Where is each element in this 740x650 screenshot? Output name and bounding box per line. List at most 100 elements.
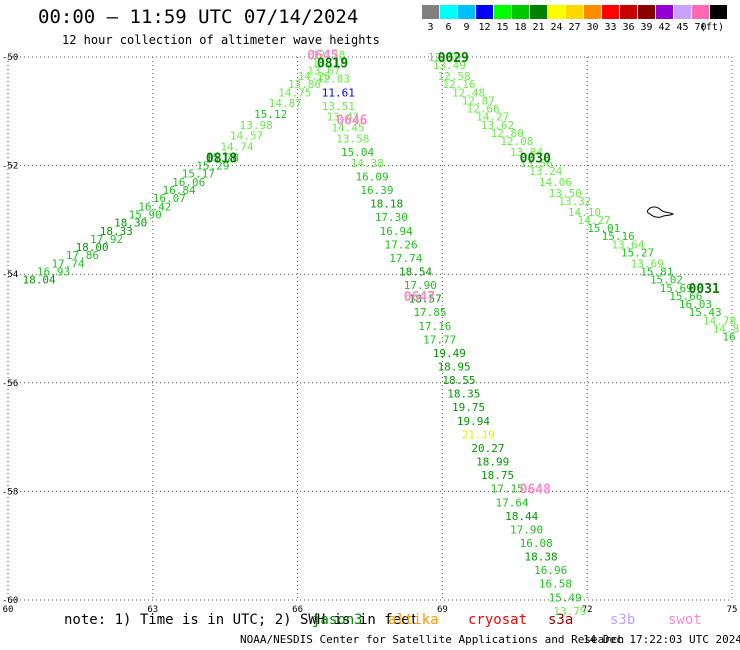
wave-height-label-track1: 13.79 bbox=[553, 605, 586, 618]
y-tick-label: -56 bbox=[2, 379, 18, 389]
satellite-legend-item: s3b bbox=[610, 612, 636, 628]
colorbar-label: 30 bbox=[586, 22, 599, 33]
colorbar-swatch bbox=[584, 5, 601, 19]
wave-height-label-track2: 12.16 bbox=[442, 78, 475, 91]
wave-height-label-track2: 12.08 bbox=[500, 135, 533, 148]
y-tick-label: -52 bbox=[2, 162, 18, 172]
x-tick-label: 60 bbox=[3, 605, 14, 615]
generated-timestamp: 14 Dec 17:22:03 UTC 2024 bbox=[583, 633, 740, 646]
wave-height-label-track2: 14.27 bbox=[476, 111, 509, 124]
wave-height-label-track2: 15.16 bbox=[602, 230, 635, 243]
wave-height-label-track2: 14.27 bbox=[578, 214, 611, 227]
wave-height-label-track1: 17.90 bbox=[510, 523, 543, 536]
wave-height-label-track2: 16.03 bbox=[679, 298, 712, 311]
wave-height-label-track1: 18.33 bbox=[100, 225, 133, 238]
colorbar-swatch bbox=[674, 5, 691, 19]
wave-height-label-track2: 16 bbox=[722, 331, 735, 344]
pass-time-label: 0818 bbox=[206, 151, 237, 166]
wave-height-label-track1: 18.38 bbox=[524, 551, 557, 564]
wave-height-label-track2: 13.24 bbox=[529, 165, 562, 178]
wave-height-label-track1: 17.92 bbox=[90, 233, 123, 246]
wave-height-label-track1: 14.57 bbox=[230, 130, 263, 143]
wave-height-label-track1: 16.42 bbox=[138, 200, 171, 213]
wave-height-label-track2: 15.69 bbox=[660, 282, 693, 295]
wave-height-label-track1: 17.85 bbox=[413, 306, 446, 319]
wave-height-label-track2: 14.10 bbox=[568, 206, 601, 219]
wave-height-label-track1: 15.29 bbox=[196, 160, 229, 173]
colorbar-label: 15 bbox=[496, 22, 509, 33]
wave-height-label-track1: 18.44 bbox=[505, 510, 538, 523]
wave-height-label-track2: 12.58 bbox=[438, 70, 471, 83]
wave-height-label-track1: 12.28 bbox=[312, 48, 345, 61]
wave-height-label-track1: 19.49 bbox=[433, 347, 466, 360]
y-tick-label: -50 bbox=[2, 53, 18, 63]
wave-height-label-track1: 19.75 bbox=[452, 401, 485, 414]
pass-time-label: 0648 bbox=[520, 483, 551, 498]
wave-height-label-track2: 15.01 bbox=[587, 222, 620, 235]
colorbar-label: 36 bbox=[622, 22, 635, 33]
wave-height-label-track1: 19.94 bbox=[457, 415, 490, 428]
colorbar-label: 39 bbox=[640, 22, 653, 33]
wave-height-label-track1: 13.41 bbox=[327, 111, 360, 124]
wave-height-label-track1: 20.27 bbox=[471, 442, 504, 455]
colorbar-label: 45 bbox=[676, 22, 689, 33]
wave-height-label-track1: 13.86 bbox=[288, 78, 321, 91]
wave-height-label-track1: 14.74 bbox=[220, 141, 253, 154]
colorbar-label: 70 bbox=[694, 22, 707, 33]
pass-time-label: 0819 bbox=[317, 56, 348, 71]
chart-subtitle: 12 hour collection of altimeter wave hei… bbox=[62, 33, 380, 47]
chart-title: 00:00 – 11:59 UTC 07/14/2024 bbox=[38, 6, 359, 28]
wave-height-label-track1: 17.77 bbox=[423, 333, 456, 346]
wave-height-label-track1: 17.90 bbox=[404, 279, 437, 292]
colorbar-swatch bbox=[620, 5, 637, 19]
wave-height-label-track1: 18.55 bbox=[442, 374, 475, 387]
wave-height-label-track1: 18.99 bbox=[476, 456, 509, 469]
wave-height-label-track1: 15.78 bbox=[206, 151, 239, 164]
wave-height-label-track2: 13.84 bbox=[510, 146, 543, 159]
wave-height-label-track2: 14.78 bbox=[703, 314, 736, 327]
wave-height-label-track1: 16.39 bbox=[360, 184, 393, 197]
satellite-legend-item: swot bbox=[668, 612, 702, 628]
wave-height-label-track1: 17.30 bbox=[375, 211, 408, 224]
wave-height-label-track1: 18.95 bbox=[438, 361, 471, 374]
wave-height-label-track1: 16.96 bbox=[534, 564, 567, 577]
wave-height-label-track1: 17.74 bbox=[51, 257, 84, 270]
wave-height-label-track1: 17.74 bbox=[389, 252, 422, 265]
wave-height-label-track2: 15.02 bbox=[650, 274, 683, 287]
wave-height-label-track1: 14.75 bbox=[278, 86, 311, 99]
wave-height-label-track1: 16.07 bbox=[153, 192, 186, 205]
x-tick-label: 66 bbox=[292, 605, 303, 615]
wave-height-label-track1: 16.09 bbox=[356, 170, 389, 183]
wave-height-label-track1: 17.16 bbox=[418, 320, 451, 333]
colorbar-swatch bbox=[422, 5, 439, 19]
wave-height-label-track1: 14.87 bbox=[269, 97, 302, 110]
colorbar-swatch bbox=[692, 5, 709, 19]
satellite-legend-item: jason3 bbox=[312, 612, 363, 628]
wave-height-label-track1: 13.51 bbox=[322, 100, 355, 113]
wave-height-label-track2: 13.62 bbox=[481, 119, 514, 132]
wave-height-label-track2: 13.49 bbox=[433, 59, 466, 72]
wave-height-label-track1: 14.26 bbox=[298, 70, 331, 83]
wave-height-label-track1: 12.83 bbox=[317, 73, 350, 86]
colorbar-swatch bbox=[440, 5, 457, 19]
wave-height-label-track1: 18.00 bbox=[76, 241, 109, 254]
wave-height-label-track2: 15.27 bbox=[621, 246, 654, 259]
wave-height-label-track1: 16.94 bbox=[380, 225, 413, 238]
colorbar-swatch bbox=[494, 5, 511, 19]
wave-height-label-track2: 12.56 bbox=[428, 51, 461, 64]
wave-height-label-track1: 15.12 bbox=[254, 108, 287, 121]
satellite-legend-item: s3a bbox=[548, 612, 574, 628]
x-tick-label: 75 bbox=[727, 605, 738, 615]
y-tick-label: -60 bbox=[2, 596, 18, 606]
pass-time-label: 0031 bbox=[689, 282, 720, 297]
wave-height-label-track1: 18.35 bbox=[447, 388, 480, 401]
wave-height-label-track1: 11.61 bbox=[322, 86, 355, 99]
colorbar-swatch bbox=[566, 5, 583, 19]
wave-height-label-track1: 18.57 bbox=[409, 293, 442, 306]
wave-height-label-track2: 13.64 bbox=[611, 238, 644, 251]
wave-height-label-track2: 12.87 bbox=[462, 94, 495, 107]
x-tick-label: 69 bbox=[437, 605, 448, 615]
wave-height-label-track1: 21.19 bbox=[462, 428, 495, 441]
